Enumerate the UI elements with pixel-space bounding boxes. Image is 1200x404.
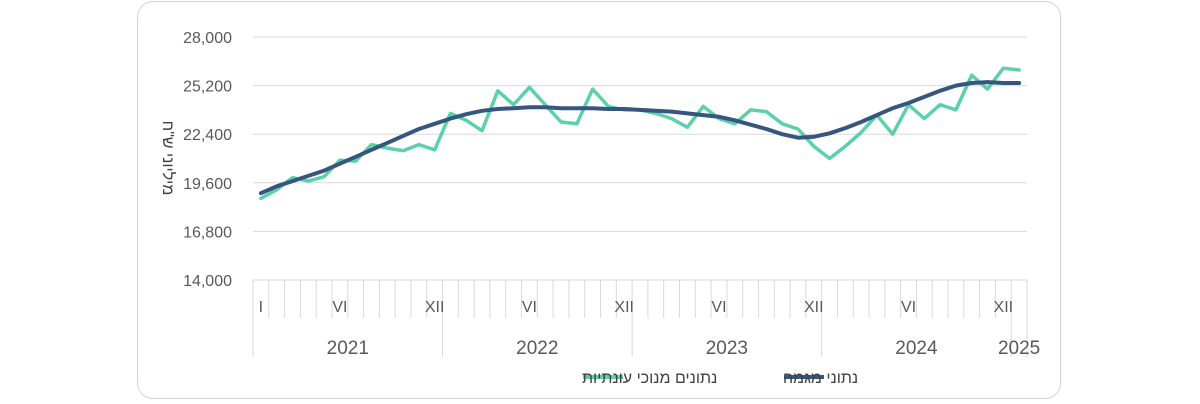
- y-tick-label: 14,000: [183, 273, 232, 290]
- x-year-label: 2021: [327, 338, 369, 359]
- y-tick-label: 19,600: [183, 176, 232, 193]
- y-axis-ticks: 14,000 16,800 19,600 22,400 25,200 28,000: [183, 30, 232, 290]
- series-lines: [258, 66, 1022, 201]
- x-month-label: XII: [614, 299, 634, 316]
- x-year-label: 2023: [706, 338, 748, 359]
- x-month-label: XII: [804, 299, 824, 316]
- y-tick-label: 16,800: [183, 224, 232, 241]
- x-month-label: XII: [425, 299, 445, 316]
- y-tick-label: 25,200: [183, 79, 232, 96]
- legend-label-trend: נתוני מגמה: [783, 370, 858, 387]
- x-year-label: 2024: [895, 338, 938, 359]
- legend: נתונים מנוכי עונתיות נתוני מגמה: [582, 370, 858, 387]
- x-year-label: 2022: [516, 338, 558, 359]
- x-month-label: XII: [994, 299, 1014, 316]
- y-tick-label: 22,400: [183, 127, 232, 144]
- x-month-label: VI: [711, 299, 726, 316]
- x-axis: I VI XII VI XII VI XII VI XII 2021 2022 2023 2024 202…: [252, 280, 1040, 359]
- series-line-seasonally-adjusted: [259, 66, 1021, 201]
- legend-label-seasonally-adjusted: נתונים מנוכי עונתיות: [582, 370, 717, 387]
- x-month-label: I: [259, 299, 263, 316]
- x-year-label: 2025: [998, 338, 1040, 359]
- gridlines: [253, 36, 1027, 281]
- series-line-trend: [258, 80, 1022, 196]
- x-month-label: VI: [901, 299, 916, 316]
- x-month-label: VI: [522, 299, 537, 316]
- y-tick-label: 28,000: [183, 30, 232, 47]
- x-month-label: VI: [332, 299, 347, 316]
- chart-frame: [137, 1, 1061, 399]
- y-axis-label: מיליוני ש"ח: [159, 121, 177, 196]
